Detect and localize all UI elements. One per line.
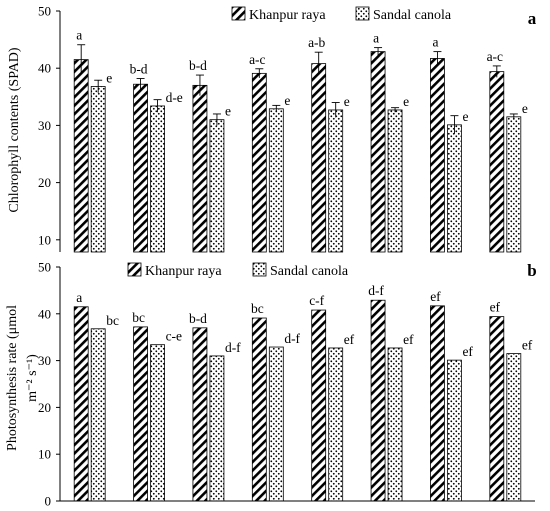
- y-axis-label-b-line1: Photosynthesis rate (μmol: [5, 305, 20, 451]
- y-axis-label-a: Chlorophyll contents (SPAD): [7, 47, 22, 212]
- sig-label-b-s0-0: a: [76, 290, 82, 305]
- sig-label-b-s0-7: ef: [490, 300, 501, 315]
- bar-a-s1-6: [447, 124, 462, 253]
- bar-a-s0-6: [430, 58, 445, 253]
- bar-b-s1-7: [506, 353, 522, 502]
- panel-label-a: a: [528, 9, 537, 28]
- y-tick-label-b-3: 30: [38, 353, 51, 368]
- sig-label-b-s0-3: bc: [251, 301, 264, 316]
- sig-label-a-s1-5: e: [403, 94, 409, 109]
- bar-a-s0-4: [311, 63, 327, 253]
- bar-a-s1-4: [328, 109, 344, 253]
- y-tick-label-a-0: 10: [38, 232, 51, 247]
- panel-a: Chlorophyll contents (SPAD) a Khanpur ra…: [7, 4, 537, 253]
- sig-label-b-s1-3: d-f: [284, 331, 300, 346]
- y-axis-label-b-units: m⁻² s⁻¹): [25, 354, 40, 402]
- sig-label-b-s1-0: bc: [106, 313, 119, 328]
- bar-b-s0-5: [370, 299, 386, 502]
- sig-label-a-s0-3: a-c: [249, 52, 265, 67]
- legend-swatch-khanpur-raya-a: [231, 6, 246, 21]
- bar-b-s0-2: [192, 327, 208, 502]
- sig-label-a-s1-6: e: [462, 109, 468, 124]
- sig-label-b-s0-2: b-d: [189, 311, 207, 326]
- bar-b-s1-2: [209, 355, 225, 502]
- legend-swatch-khanpur-raya-b: [127, 262, 142, 277]
- legend-label-sandal-canola-a: Sandal canola: [373, 8, 452, 23]
- bar-a-s1-1: [150, 105, 165, 253]
- legend-label-khanpur-raya-a: Khanpur raya: [249, 8, 326, 23]
- legend-swatch-sandal-canola-b: [252, 262, 267, 277]
- sig-label-a-s1-2: e: [225, 104, 231, 119]
- bar-a-s1-3: [268, 108, 284, 253]
- sig-label-b-s0-6: ef: [430, 289, 441, 304]
- sig-label-a-s1-4: e: [344, 94, 350, 109]
- bar-b-s1-1: [150, 344, 165, 502]
- sig-label-a-s0-1: b-d: [130, 61, 148, 76]
- bar-a-s1-2: [209, 119, 225, 253]
- y-tick-label-a-1: 20: [38, 175, 51, 190]
- y-tick-label-a-2: 30: [38, 118, 51, 133]
- bar-a-s1-7: [506, 116, 522, 253]
- bar-b-s0-6: [430, 305, 445, 502]
- sig-label-a-s0-7: a-c: [487, 49, 503, 64]
- bar-b-s0-3: [251, 317, 267, 502]
- y-axis-label-b-line2: m⁻² s⁻¹): [25, 354, 40, 402]
- sig-label-b-s0-5: d-f: [368, 283, 384, 298]
- sig-label-a-s1-7: e: [522, 101, 528, 116]
- bar-a-s0-3: [251, 72, 267, 253]
- legend-b: Khanpur raya Sandal canola: [127, 262, 349, 279]
- bar-b-s0-1: [133, 326, 148, 502]
- y-tick-label-b-1: 10: [38, 447, 51, 462]
- bar-b-s1-6: [447, 359, 462, 502]
- legend-label-khanpur-raya-b: Khanpur raya: [145, 264, 222, 279]
- plot-area-b: 0 10 20 30 40 50 a bc b-d bc c-f d-f ef ef bc c-e d-f d-f…: [38, 260, 535, 509]
- y-tick-label-a-4: 50: [38, 4, 51, 19]
- sig-label-a-s0-6: a: [432, 35, 438, 50]
- bar-a-s0-1: [133, 83, 148, 253]
- sig-label-a-s0-4: a-b: [308, 35, 325, 50]
- sig-label-b-s1-6: ef: [462, 344, 473, 359]
- bar-a-s0-5: [370, 51, 386, 253]
- y-tick-label-b-4: 40: [38, 306, 51, 321]
- y-tick-label-b-0: 0: [45, 494, 52, 509]
- sig-label-b-s1-5: ef: [403, 332, 414, 347]
- bar-a-s0-2: [192, 84, 208, 253]
- sig-label-a-s1-1: d-e: [166, 90, 183, 105]
- sig-label-b-s1-1: c-e: [166, 329, 182, 344]
- bar-b-s1-3: [268, 346, 284, 502]
- y-tick-label-b-2: 20: [38, 400, 51, 415]
- sig-label-b-s1-7: ef: [522, 338, 533, 353]
- sig-label-a-s0-0: a: [76, 28, 82, 43]
- panel-b: Photosynthesis rate (μmol m⁻² s⁻¹) b Kha…: [5, 260, 537, 509]
- sig-label-a-s1-3: e: [284, 93, 290, 108]
- bar-a-s1-5: [387, 109, 403, 253]
- legend-label-sandal-canola-b: Sandal canola: [270, 264, 349, 279]
- sig-label-a-s0-2: b-d: [189, 58, 207, 73]
- bar-b-s0-7: [489, 316, 505, 502]
- sig-label-b-s1-2: d-f: [225, 340, 241, 355]
- plot-area-a: 10 20 30 40 50 a b-d b-d a-c a-b a a a-c e d-e e e e e e e: [38, 4, 528, 253]
- sig-label-b-s1-4: ef: [344, 332, 355, 347]
- y-tick-label-a-3: 40: [38, 61, 51, 76]
- sig-label-a-s1-0: e: [106, 71, 112, 86]
- bar-b-s0-0: [73, 306, 89, 502]
- bar-b-s1-0: [90, 328, 106, 502]
- legend-a: Khanpur raya Sandal canola: [231, 6, 452, 23]
- bar-a-s1-0: [90, 86, 106, 253]
- bar-b-s1-4: [328, 347, 344, 502]
- bar-a-s0-7: [489, 71, 505, 253]
- y-axis-label-b: Photosynthesis rate (μmol: [5, 305, 20, 451]
- bar-a-s0-0: [73, 59, 89, 253]
- sig-label-b-s0-4: c-f: [309, 293, 324, 308]
- sig-label-a-s0-5: a: [373, 31, 379, 46]
- sig-label-b-s0-1: bc: [132, 310, 145, 325]
- y-tick-label-b-5: 50: [38, 260, 51, 275]
- panel-label-b: b: [527, 261, 536, 280]
- bar-b-s0-4: [311, 309, 327, 502]
- legend-swatch-sandal-canola-a: [355, 6, 370, 21]
- bar-b-s1-5: [387, 347, 403, 502]
